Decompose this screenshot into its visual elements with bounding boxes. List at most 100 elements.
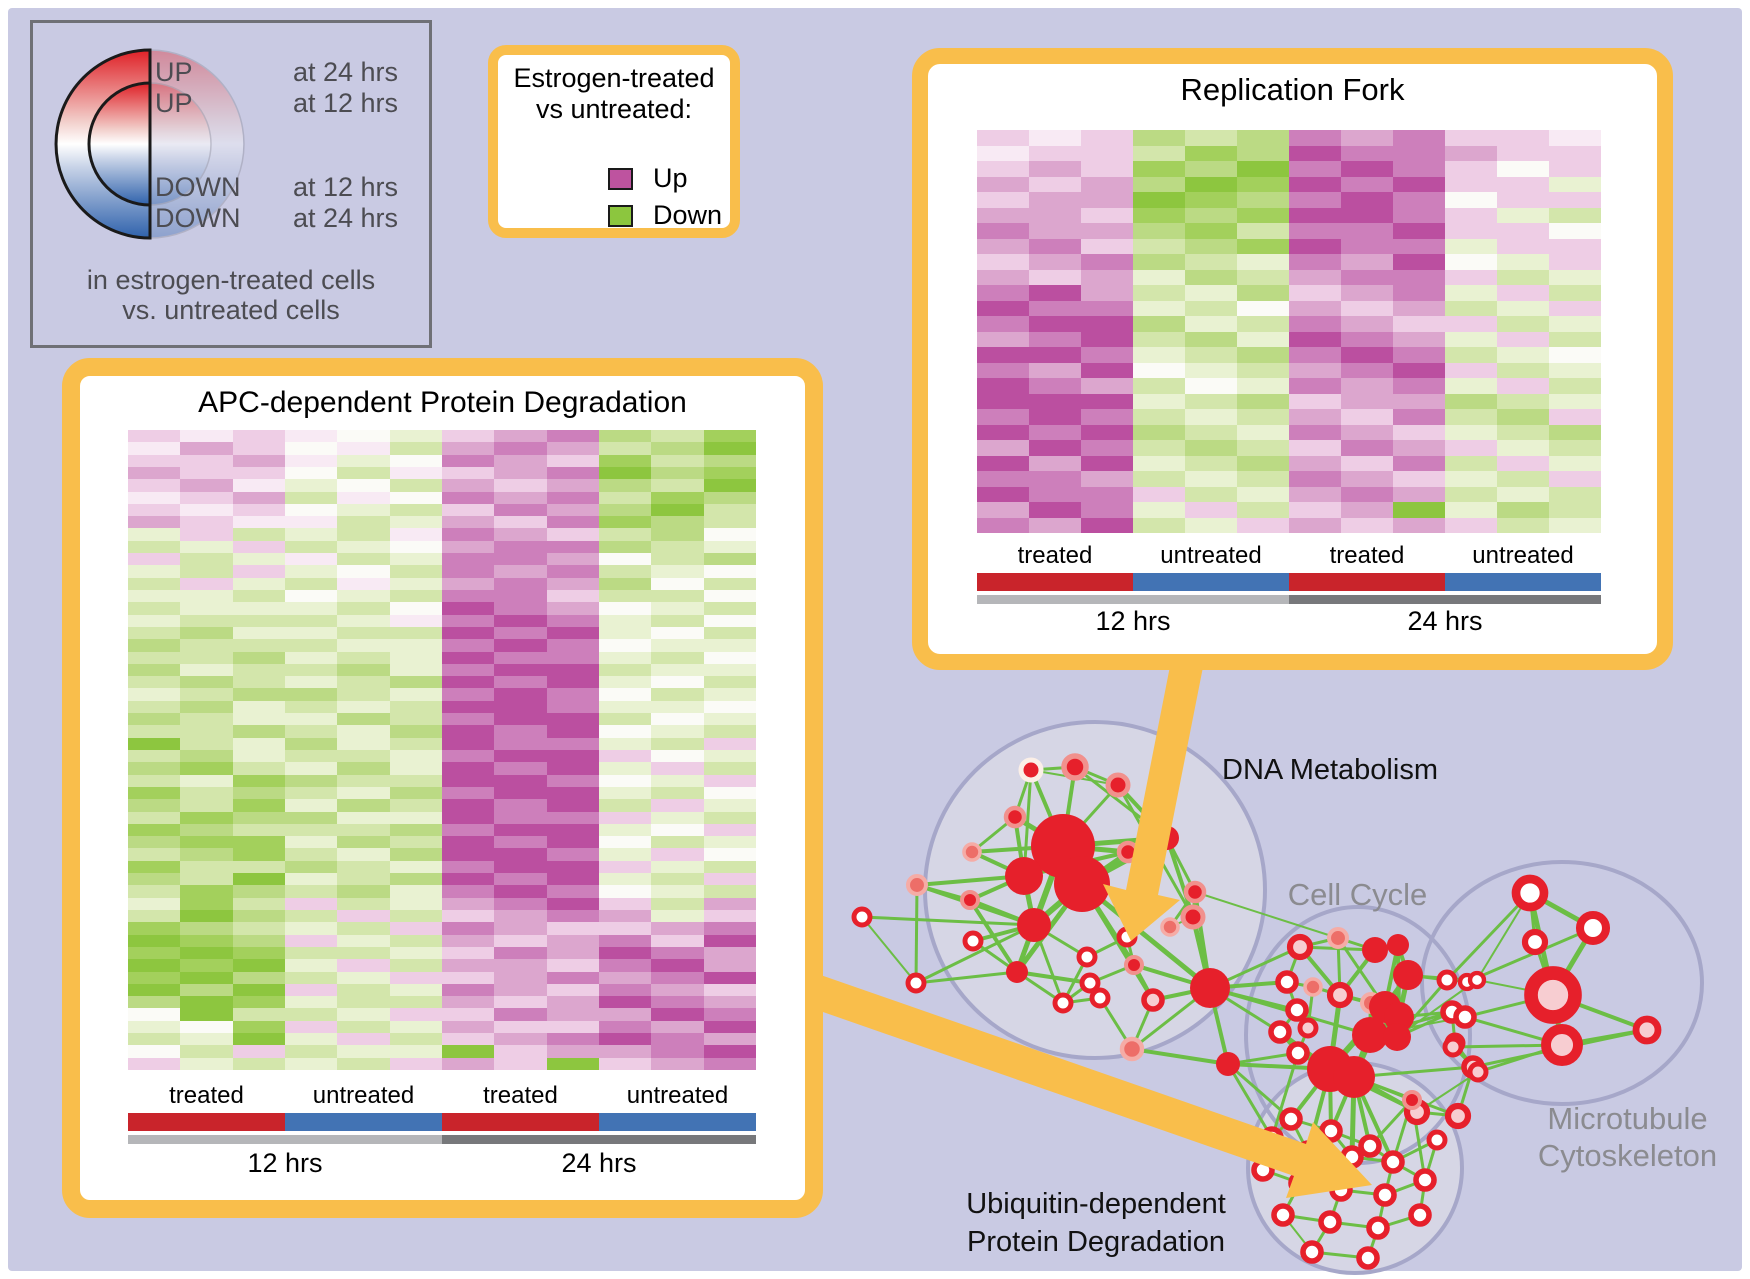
heatmap-cell [977,331,1029,347]
heatmap-cell [598,971,652,984]
heatmap-cell [703,540,756,554]
heatmap-cell [128,971,181,984]
heatmap-cell [1393,362,1445,378]
heatmap-cell [1237,362,1289,378]
heatmap-cell [284,430,338,443]
heatmap-cell [180,1033,233,1046]
ring-legend-row: DOWN at 12 hrs [33,172,429,202]
heatmap-cell [1289,316,1341,332]
heatmap-cell [494,614,547,627]
heatmap-cell [1289,300,1341,316]
network-node [1575,910,1611,946]
heatmap-cell [1341,471,1393,487]
heatmap-cell [284,725,338,738]
network-node [1333,1056,1375,1098]
heatmap-cell [1341,161,1393,177]
heatmap-cell [1081,130,1133,146]
heatmap-cell [1133,378,1185,394]
heatmap-cell [651,762,704,775]
heatmap-cell [284,1008,338,1021]
heatmap-cell [1081,362,1133,378]
heatmap-cell [1393,207,1445,223]
heatmap-cell [977,176,1029,192]
heatmap-cell [1133,192,1185,208]
heatmap-cell [494,823,547,837]
heatmap-cell [977,455,1029,471]
heatmap-cell [284,454,338,467]
group-label: treated [483,1082,558,1109]
heatmap-cell [546,466,599,480]
heatmap-cell [389,553,442,566]
heatmap-cell [441,934,495,947]
heatmap-cell [1289,486,1341,502]
heatmap-cell [284,959,338,972]
heatmap-cell [651,885,704,898]
heatmap-cell [651,503,704,517]
heatmap-cell [180,799,233,812]
heatmap-cell [337,799,390,812]
estrogen-legend-box: Estrogen-treated vs untreated: Up Down [488,45,740,238]
heatmap-cell [1029,471,1081,487]
heatmap-cell [1133,455,1185,471]
heatmap-cell [1081,207,1133,223]
heatmap-cell [389,454,442,467]
heatmap-cell [128,823,181,837]
heatmap-cell [337,676,390,689]
heatmap-cell [651,491,704,504]
network-node [1366,1216,1390,1240]
heatmap-cell [598,799,652,812]
heatmap-cell [598,454,652,467]
estrogen-legend-title-2: vs untreated: [535,94,693,124]
network-node [1453,1005,1477,1029]
heatmap-cell [1497,486,1549,502]
heatmap-cell [232,996,285,1009]
heatmap-cell [284,651,338,664]
heatmap-cell [1185,393,1237,409]
heatmap-cell [546,823,599,837]
heatmap-cell [546,590,599,603]
heatmap-cell [546,479,599,492]
heatmap-cell [1133,223,1185,239]
ring-legend-footer-2: vs. untreated cells [122,295,340,325]
heatmap-cell [389,873,442,886]
network-node [1297,1017,1319,1039]
apc-treatment-bars [128,1113,756,1131]
heatmap-cell [598,1020,652,1034]
heatmap-cell [977,471,1029,487]
ring-row-direction: UP [155,88,193,118]
heatmap-cell [284,934,338,947]
heatmap-cell [1029,269,1081,285]
network-node [1383,1023,1411,1051]
heatmap-cell [651,848,704,861]
heatmap-cell [337,491,390,504]
heatmap-cell [546,430,599,443]
heatmap-cell [1341,455,1393,471]
heatmap-cell [128,516,181,529]
heatmap-cell [546,540,599,554]
heatmap-cell [598,983,652,997]
network-node [1318,1210,1342,1234]
heatmap-cell [232,626,285,640]
heatmap-cell [1341,378,1393,394]
heatmap-cell [128,786,181,800]
up-label: Up [653,163,688,193]
heatmap-cell [1081,316,1133,332]
heatmap-cell [232,762,285,775]
heatmap-cell [977,130,1029,146]
heatmap-cell [441,528,495,541]
heatmap-cell [1549,424,1601,440]
ring-row-time: at 24 hrs [292,203,398,233]
heatmap-cell [1341,130,1393,146]
network-node [1260,1126,1284,1150]
heatmap-cell [337,750,390,763]
heatmap-cell [180,491,233,504]
heatmap-cell [494,713,547,726]
heatmap-cell [284,848,338,861]
heatmap-cell [651,811,704,824]
heatmap-cell [598,1045,652,1058]
heatmap-cell [284,565,338,578]
heatmap-cell [180,983,233,997]
heatmap-cell [1029,440,1081,456]
heatmap-cell [1081,393,1133,409]
